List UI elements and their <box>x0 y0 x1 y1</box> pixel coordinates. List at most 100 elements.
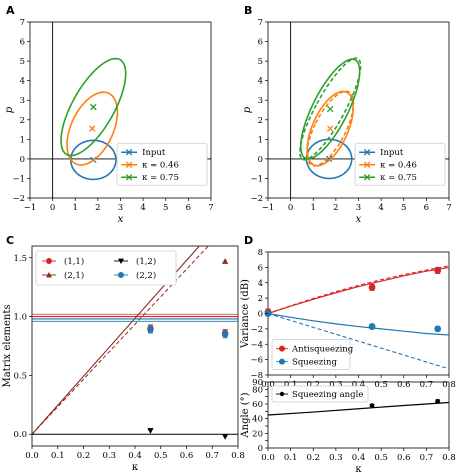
x-tick-label: 2 <box>95 203 100 213</box>
data-point-red <box>368 283 376 291</box>
x-tick-label: 3 <box>356 203 361 213</box>
y-tick-label: 0 <box>258 444 263 454</box>
legend-label: Antisqueezing <box>291 345 354 355</box>
panel-label: C <box>6 234 14 247</box>
x-tick-label: 1 <box>73 203 78 213</box>
legend-marker-blue <box>363 148 371 156</box>
legend-label: (1,1) <box>64 256 84 267</box>
center-marker-green <box>90 103 97 111</box>
y-tick-label: 1 <box>258 135 263 145</box>
data-point-darkred <box>221 258 229 264</box>
x-tick-label: 0.6 <box>180 451 194 461</box>
y-tick-label: 0.5 <box>13 371 27 381</box>
data-point-red <box>434 267 442 274</box>
legend-marker-blue <box>118 272 124 278</box>
y-tick-label: 7 <box>258 18 263 28</box>
data-point-black <box>221 434 229 440</box>
y-tick-label: 0.0 <box>13 430 27 440</box>
ellipse-dashed-orange <box>306 90 355 167</box>
y-tick-label: 6 <box>258 263 263 273</box>
y-tick-label: 0 <box>20 155 25 165</box>
data-point-blue <box>368 323 376 330</box>
x-tick-label: 0.5 <box>374 380 388 390</box>
theory-dashed-darkred <box>32 246 209 435</box>
x-tick-label: 0.4 <box>352 380 366 390</box>
x-tick-label: 0.2 <box>306 380 320 390</box>
x-tick-label: 0.8 <box>442 453 456 463</box>
data-point-black <box>147 428 154 434</box>
x-tick-label: −1 <box>24 203 37 213</box>
ellipse-orange <box>66 91 119 166</box>
x-tick-label: 0.6 <box>397 380 411 390</box>
y-tick-label: 0 <box>258 310 263 320</box>
x-axis-label: κ <box>355 464 362 474</box>
y-tick-label: 1.5 <box>13 254 27 264</box>
legend-label: (2,2) <box>136 270 156 281</box>
x-tick-label: 0.7 <box>420 453 434 463</box>
x-tick-label: 0.0 <box>261 453 275 463</box>
legend-marker-blue <box>125 148 133 156</box>
theory-curve-black <box>267 401 450 416</box>
x-tick-label: −1 <box>262 203 275 213</box>
y-tick-label: 2 <box>258 116 263 126</box>
x-tick-label: 0 <box>288 203 293 213</box>
legend-marker-orange <box>125 161 133 169</box>
y-tick-label: 2 <box>20 116 25 126</box>
y-tick-label: 90 <box>252 378 263 388</box>
panel-label: D <box>244 234 253 247</box>
y-tick-label: −1 <box>12 174 25 184</box>
x-tick-label: 0.7 <box>420 380 434 390</box>
y-tick-label: 5 <box>258 57 263 67</box>
x-axis-label: x <box>118 214 124 225</box>
x-tick-label: 1 <box>311 203 316 213</box>
x-tick-label: 0.4 <box>128 451 142 461</box>
legend-marker-red <box>279 345 285 352</box>
x-tick-label: 4 <box>378 203 383 213</box>
legend-label: Squeezing <box>292 358 337 368</box>
theory-line-darkred <box>32 246 201 435</box>
panel-label: A <box>6 4 15 17</box>
legend-marker-orange <box>363 161 371 169</box>
y-tick-label: 6 <box>20 38 25 48</box>
y-tick-label: 20 <box>252 429 263 439</box>
y-tick-label: 60 <box>252 400 263 410</box>
ellipse-green <box>60 57 127 157</box>
y-tick-label: 8 <box>258 248 263 258</box>
y-tick-label: 4 <box>20 77 25 87</box>
legend-label: (2,1) <box>64 270 84 281</box>
x-tick-label: 6 <box>424 203 429 213</box>
y-tick-label: 3 <box>258 96 263 106</box>
y-axis-label: Variance (dB) <box>240 279 251 349</box>
x-tick-label: 0.4 <box>352 453 366 463</box>
legend-marker-green <box>363 173 371 181</box>
x-tick-label: 0.0 <box>25 451 39 461</box>
plot-area <box>32 246 238 435</box>
center-marker-blue <box>325 155 333 163</box>
y-axis-label: Angle (°) <box>240 392 251 438</box>
legend-marker-black <box>279 391 285 397</box>
ellipse-dashed-green <box>299 57 362 161</box>
y-tick-label: −2 <box>250 325 263 335</box>
x-axis-label: x <box>356 214 362 225</box>
data-point-black <box>435 398 440 404</box>
panel-label: B <box>244 4 252 17</box>
x-axis-label: κ <box>132 462 139 473</box>
legend-label: κ = 0.46 <box>142 161 179 171</box>
x-tick-label: 0.7 <box>205 451 219 461</box>
x-tick-label: 0.8 <box>231 451 245 461</box>
y-tick-label: −2 <box>12 194 25 204</box>
theory-dashed-blue <box>267 312 450 370</box>
x-tick-label: 0.3 <box>329 380 343 390</box>
legend-box <box>271 339 351 371</box>
x-tick-label: 0.1 <box>51 451 65 461</box>
data-point-blue <box>221 331 229 338</box>
theory-curve-red <box>267 266 450 315</box>
x-tick-label: 0.1 <box>284 453 298 463</box>
y-tick-label: 2 <box>258 294 263 304</box>
x-tick-label: 7 <box>208 203 213 213</box>
legend-label: κ = 0.46 <box>380 161 417 171</box>
y-tick-label: 40 <box>252 415 263 425</box>
y-axis-label: Matrix elements <box>2 304 13 387</box>
x-tick-label: 5 <box>401 203 406 213</box>
